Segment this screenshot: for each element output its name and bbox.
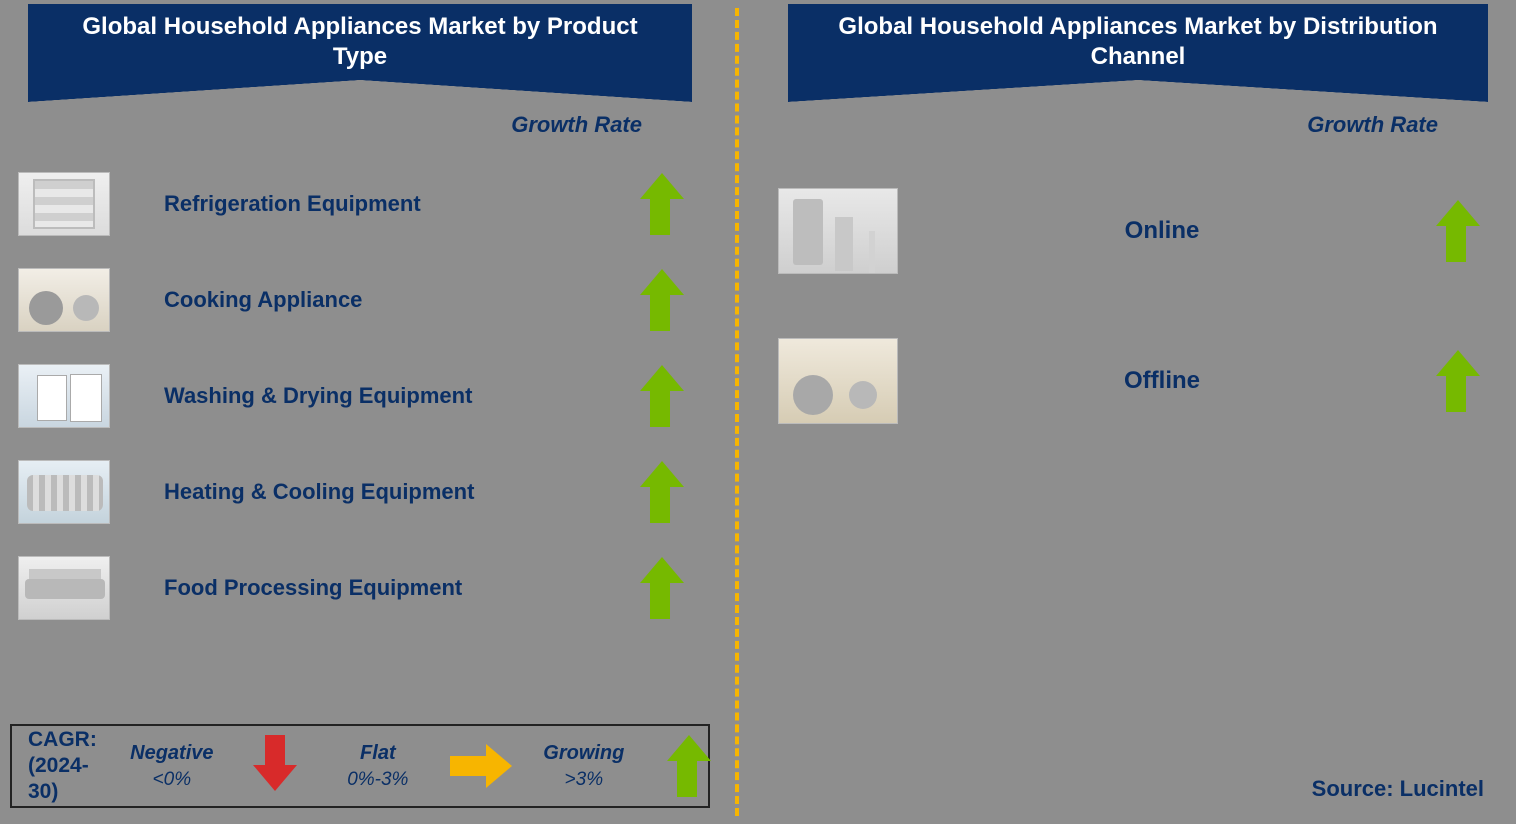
- legend-item: Negative <0%: [97, 735, 247, 797]
- right-title-banner: Global Household Appliances Market by Di…: [788, 4, 1488, 80]
- legend-arrow: [453, 735, 509, 797]
- row-label: Offline: [928, 367, 1396, 395]
- fridge-thumb-icon: [18, 172, 110, 236]
- arrow-up-icon: [640, 461, 680, 523]
- growth-arrow-cell: [1396, 200, 1516, 262]
- legend-item-name: Flat: [360, 742, 396, 765]
- list-item: Refrigeration Equipment: [0, 156, 720, 252]
- wash-thumb-icon: [18, 364, 110, 428]
- row-label: Cooking Appliance: [164, 287, 600, 313]
- right-title-text: Global Household Appliances Market by Di…: [838, 13, 1437, 70]
- growth-arrow-cell: [600, 173, 720, 235]
- legend-item-range: <0%: [153, 769, 192, 791]
- list-item: Online: [760, 156, 1516, 306]
- legend-item-range: 0%-3%: [347, 769, 408, 791]
- row-label: Heating & Cooling Equipment: [164, 479, 600, 505]
- left-title-banner: Global Household Appliances Market by Pr…: [28, 4, 692, 80]
- offline-thumb-icon: [778, 338, 898, 424]
- right-growth-rate-header: Growth Rate: [760, 112, 1438, 138]
- legend-box: CAGR: (2024-30) Negative <0% Flat 0%-3% Grow…: [10, 724, 710, 808]
- vertical-divider: [735, 8, 739, 816]
- cook-thumb-icon: [18, 268, 110, 332]
- arrow-up-icon: [1436, 350, 1476, 412]
- right-rows-container: Online Offline: [760, 156, 1516, 456]
- legend-item-range: >3%: [565, 769, 604, 791]
- legend-cagr-line2: (2024-30): [28, 753, 97, 806]
- legend-arrow: [659, 735, 715, 797]
- arrow-up-icon: [667, 735, 707, 797]
- legend-cagr-line1: CAGR:: [28, 727, 97, 753]
- growth-arrow-cell: [1396, 350, 1516, 412]
- list-item: Washing & Drying Equipment: [0, 348, 720, 444]
- legend-item-name: Negative: [130, 742, 213, 765]
- arrow-down-icon: [253, 735, 297, 797]
- arrow-up-icon: [640, 365, 680, 427]
- growth-arrow-cell: [600, 461, 720, 523]
- row-label: Refrigeration Equipment: [164, 191, 600, 217]
- list-item: Food Processing Equipment: [0, 540, 720, 636]
- arrow-up-icon: [1436, 200, 1476, 262]
- legend-item: Growing >3%: [509, 735, 659, 797]
- arrow-up-icon: [640, 269, 680, 331]
- growth-arrow-cell: [600, 269, 720, 331]
- row-label: Food Processing Equipment: [164, 575, 600, 601]
- left-growth-rate-header: Growth Rate: [0, 112, 642, 138]
- list-item: Heating & Cooling Equipment: [0, 444, 720, 540]
- growth-arrow-cell: [600, 557, 720, 619]
- arrow-up-icon: [640, 557, 680, 619]
- legend-items: Negative <0% Flat 0%-3% Growing >3%: [97, 735, 715, 797]
- left-title-text: Global Household Appliances Market by Pr…: [82, 13, 637, 70]
- left-panel: Global Household Appliances Market by Pr…: [0, 0, 720, 824]
- source-label: Source: Lucintel: [1312, 776, 1484, 802]
- legend-item: Flat 0%-3%: [303, 735, 453, 797]
- online-thumb-icon: [778, 188, 898, 274]
- growth-arrow-cell: [600, 365, 720, 427]
- legend-cagr: CAGR: (2024-30): [28, 727, 97, 806]
- list-item: Offline: [760, 306, 1516, 456]
- list-item: Cooking Appliance: [0, 252, 720, 348]
- right-panel: Global Household Appliances Market by Di…: [760, 0, 1516, 824]
- left-rows-container: Refrigeration Equipment Cooking Appliance…: [0, 156, 720, 636]
- food-thumb-icon: [18, 556, 110, 620]
- row-label: Washing & Drying Equipment: [164, 383, 600, 409]
- arrow-right-icon: [450, 735, 512, 797]
- hvac-thumb-icon: [18, 460, 110, 524]
- arrow-up-icon: [640, 173, 680, 235]
- legend-item-name: Growing: [543, 742, 624, 765]
- row-label: Online: [928, 217, 1396, 245]
- legend-arrow: [247, 735, 303, 797]
